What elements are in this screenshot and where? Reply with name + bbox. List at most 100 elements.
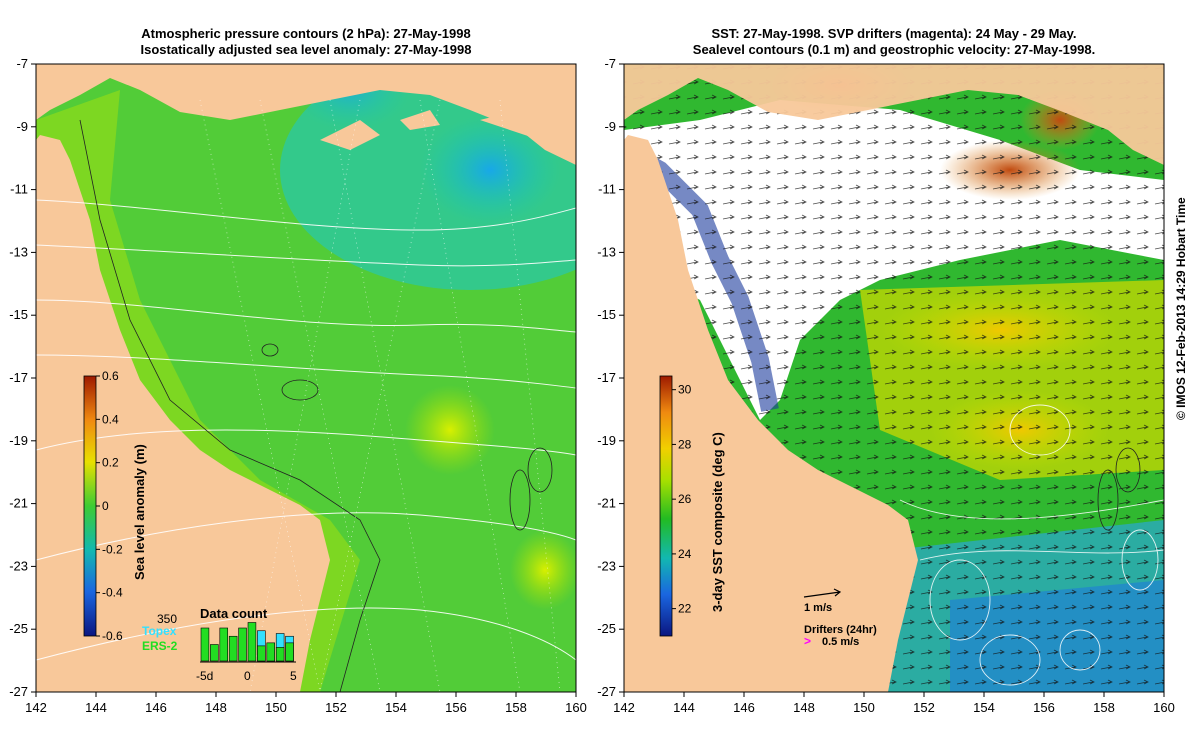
sla-colorbar-tick-label: 0.2	[102, 456, 119, 470]
right-ytick-label: -13	[597, 244, 616, 259]
right-xtick-label: 152	[913, 700, 935, 715]
left-xtick-label: 144	[85, 700, 107, 715]
right-xtick-label: 146	[733, 700, 755, 715]
left-xtick-label: 146	[145, 700, 167, 715]
left-title-line1: Atmospheric pressure contours (2 hPa): 2…	[141, 26, 471, 41]
right-ytick-label: -9	[604, 119, 616, 134]
satellite-tracks	[199, 99, 561, 692]
right-ytick-label: -17	[597, 370, 616, 385]
drifter-scale-arrow: >	[804, 634, 811, 648]
inset-bars	[200, 622, 294, 662]
left-ytick-label: -25	[9, 621, 28, 636]
sst-australia-land	[624, 135, 918, 692]
australia-land	[36, 135, 330, 692]
sst-colorbar-tick-label: 24	[678, 547, 692, 561]
inset-xtick-start: -5d	[196, 669, 213, 683]
right-ytick-label: -21	[597, 496, 616, 511]
sla-colorbar-ticks: 0.6 0.4 0.2 0 -0.2 -0.4 -0.6	[96, 369, 123, 643]
right-xtick-label: 158	[1093, 700, 1115, 715]
right-xtick-label: 160	[1153, 700, 1175, 715]
right-xtick-label: 142	[613, 700, 635, 715]
sst-colorbar-tick-label: 30	[678, 383, 692, 397]
left-title-line2: Isostatically adjusted sea level anomaly…	[140, 42, 472, 57]
left-map	[36, 64, 576, 692]
left-ytick-label: -27	[9, 684, 28, 699]
sla-colorbar-tick-label: -0.6	[102, 629, 123, 643]
left-xtick-label: 154	[385, 700, 407, 715]
right-ytick-label: -25	[597, 621, 616, 636]
sst-colorbar-tick-label: 22	[678, 602, 692, 616]
right-xtick-label: 156	[1033, 700, 1055, 715]
left-xtick-label: 142	[25, 700, 47, 715]
inset-ymax-label: 350	[157, 612, 177, 626]
data-count-inset: 350 Topex ERS-2 Data count -5d 0 5	[142, 606, 297, 683]
reef-islands	[261, 343, 553, 531]
right-xtick-label: 144	[673, 700, 695, 715]
right-ytick-label: -7	[604, 56, 616, 71]
right-title: SST: 27-May-1998. SVP drifters (magenta)…	[624, 26, 1164, 58]
left-ytick-label: -13	[9, 244, 28, 259]
sst-colorbar-tick-label: 28	[678, 437, 692, 451]
left-xtick-label: 156	[445, 700, 467, 715]
inset-bar-ers2	[228, 635, 238, 662]
inset-title: Data count	[200, 606, 268, 621]
sla-blue-eddy	[420, 115, 560, 225]
sla-colorbar-tick-label: 0	[102, 499, 109, 513]
left-ytick-label: -7	[16, 56, 28, 71]
png-land	[36, 64, 576, 165]
sla-colorbar	[83, 375, 97, 637]
right-ytick-label: -15	[597, 307, 616, 322]
inset-bar-ers2	[210, 644, 219, 662]
sst-colorbar-ticks: 30 28 26 24 22	[672, 383, 692, 616]
velocity-scale-arrow	[803, 588, 842, 598]
left-ytick-label: -21	[9, 496, 28, 511]
right-ytick-label: -11	[598, 182, 616, 197]
sst-colorbar	[659, 375, 673, 637]
drifter-scale-label: 0.5 m/s	[822, 636, 859, 648]
inset-bar-ers2	[200, 627, 210, 662]
sea-level-contours	[899, 404, 1164, 686]
inset-bar-ers2	[285, 642, 294, 662]
inset-bar-ers2	[266, 642, 275, 662]
right-xtick-label: 148	[793, 700, 815, 715]
left-xtick-label: 158	[505, 700, 527, 715]
sla-colorbar-tick-label: 0.6	[102, 369, 119, 383]
sla-colorbar-tick-label: -0.2	[102, 542, 123, 556]
velocity-scale-label: 1 m/s	[804, 602, 832, 614]
png-islands	[320, 110, 560, 150]
inset-xtick-end: 5	[290, 669, 297, 683]
sla-colorbar-tick-label: 0.4	[102, 412, 119, 426]
right-map	[624, 64, 1164, 692]
inset-series-topex: Topex	[142, 624, 177, 638]
right-xtick-label: 154	[973, 700, 995, 715]
inset-xtick-zero: 0	[244, 669, 251, 683]
sla-yellow-eddy-2	[510, 530, 576, 610]
sst-png-land	[624, 64, 1164, 165]
shelf-contour	[79, 119, 381, 692]
sla-colorbar-label: Sea level anomaly (m)	[132, 444, 147, 580]
sst-reefs	[1097, 447, 1141, 531]
inset-bar-ers2	[238, 627, 247, 662]
inset-bar-ers2	[275, 647, 285, 662]
sla-colorbar-tick-label: -0.4	[102, 586, 123, 600]
left-ytick-label: -15	[9, 307, 28, 322]
right-title-line1: SST: 27-May-1998. SVP drifters (magenta)…	[711, 26, 1077, 41]
left-xtick-label: 150	[265, 700, 287, 715]
left-ytick-label: -17	[9, 370, 28, 385]
left-xtick-label: 152	[325, 700, 347, 715]
left-ytick-label: -9	[16, 119, 28, 134]
left-ytick-label: -23	[9, 558, 28, 573]
right-ytick-label: -27	[597, 684, 616, 699]
pressure-contours	[36, 199, 576, 661]
axes: 142 144 146 148 150 152 154 156 158 160 -7 -9 -11 -13…	[9, 56, 1175, 715]
left-xtick-label: 160	[565, 700, 587, 715]
left-ytick-label: -19	[9, 433, 28, 448]
drifters-label: Drifters (24hr)	[804, 624, 877, 636]
sst-colorbar-label: 3-day SST composite (deg C)	[710, 432, 725, 612]
right-ytick-label: -23	[597, 558, 616, 573]
inset-bar-ers2	[257, 645, 266, 662]
left-title: Atmospheric pressure contours (2 hPa): 2…	[36, 26, 576, 58]
inset-bar-ers2	[219, 627, 229, 662]
inset-bar-ers2	[247, 622, 257, 662]
